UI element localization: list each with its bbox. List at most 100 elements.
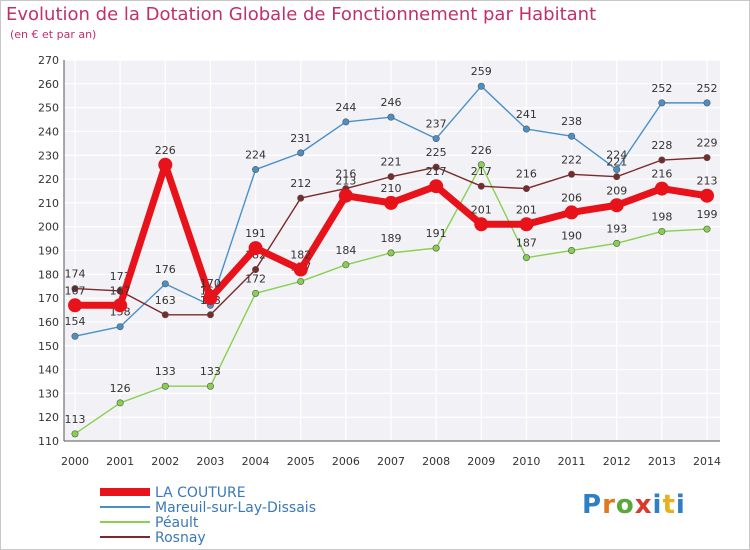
- data-label-p-ault: 193: [606, 222, 627, 235]
- y-tick-label: 140: [38, 364, 59, 377]
- data-point-rosnay: [297, 194, 305, 202]
- data-label-rosnay: 228: [651, 139, 672, 152]
- y-tick-label: 120: [38, 411, 59, 424]
- data-point-p-ault: [568, 247, 576, 255]
- legend-label: Péault: [155, 515, 199, 531]
- data-point-p-ault: [387, 249, 395, 257]
- y-tick-label: 110: [38, 435, 59, 448]
- data-point-p-ault: [522, 254, 530, 262]
- legend-label: Rosnay: [155, 530, 206, 546]
- data-label-mareuil-sur-lay-dissais: 224: [606, 149, 627, 162]
- data-label-la-couture: 191: [245, 227, 266, 240]
- data-label-rosnay: 216: [516, 168, 537, 181]
- data-label-rosnay: 163: [155, 294, 176, 307]
- x-tick-label: 2014: [693, 455, 721, 468]
- data-label-p-ault: 191: [426, 227, 447, 240]
- data-point-mareuil-sur-lay-dissais: [477, 82, 485, 90]
- data-label-la-couture: 167: [65, 284, 86, 297]
- data-label-p-ault: 184: [335, 244, 356, 257]
- data-label-mareuil-sur-lay-dissais: 237: [426, 118, 447, 131]
- y-tick-label: 180: [38, 268, 59, 281]
- data-point-p-ault: [297, 277, 305, 285]
- data-label-la-couture: 213: [697, 175, 718, 188]
- y-tick-label: 130: [38, 387, 59, 400]
- data-point-rosnay: [613, 173, 621, 181]
- x-tick-label: 2006: [332, 455, 360, 468]
- x-tick-label: 2012: [603, 455, 631, 468]
- x-tick-label: 2009: [467, 455, 495, 468]
- data-point-mareuil-sur-lay-dissais: [116, 323, 124, 331]
- data-label-p-ault: 187: [516, 237, 537, 250]
- data-label-p-ault: 133: [200, 365, 221, 378]
- data-label-la-couture: 210: [381, 182, 402, 195]
- x-tick-label: 2008: [422, 455, 450, 468]
- data-point-mareuil-sur-lay-dissais: [297, 149, 305, 157]
- y-tick-label: 190: [38, 245, 59, 258]
- legend-label: Mareuil-sur-Lay-Dissais: [155, 500, 316, 516]
- x-tick-label: 2005: [287, 455, 315, 468]
- data-point-rosnay: [432, 163, 440, 171]
- y-tick-label: 250: [38, 102, 59, 115]
- x-tick-label: 2000: [61, 455, 89, 468]
- data-point-mareuil-sur-lay-dissais: [387, 113, 395, 121]
- data-label-p-ault: 133: [155, 365, 176, 378]
- data-point-mareuil-sur-lay-dissais: [161, 280, 169, 288]
- data-point-mareuil-sur-lay-dissais: [568, 132, 576, 140]
- data-point-mareuil-sur-lay-dissais: [658, 99, 666, 107]
- data-label-la-couture: 226: [155, 144, 176, 157]
- y-tick-label: 170: [38, 292, 59, 305]
- y-tick-label: 260: [38, 78, 59, 91]
- data-point-p-ault: [658, 227, 666, 235]
- data-label-p-ault: 190: [561, 230, 582, 243]
- data-point-la-couture: [203, 291, 218, 306]
- proxiti-logo: Proxiti: [582, 490, 686, 520]
- data-point-rosnay: [206, 311, 214, 319]
- data-label-rosnay: 217: [471, 165, 492, 178]
- data-label-p-ault: 113: [65, 413, 86, 426]
- data-label-la-couture: 209: [606, 184, 627, 197]
- data-label-mareuil-sur-lay-dissais: 241: [516, 108, 537, 121]
- data-point-la-couture: [474, 217, 489, 232]
- data-label-rosnay: 221: [381, 156, 402, 169]
- data-label-mareuil-sur-lay-dissais: 246: [381, 96, 402, 109]
- data-point-mareuil-sur-lay-dissais: [342, 118, 350, 126]
- data-label-rosnay: 222: [561, 153, 582, 166]
- data-point-p-ault: [477, 161, 485, 169]
- data-label-mareuil-sur-lay-dissais: 238: [561, 115, 582, 128]
- data-point-la-couture: [700, 188, 714, 203]
- y-tick-label: 210: [38, 197, 59, 210]
- data-point-rosnay: [658, 156, 666, 164]
- y-tick-label: 200: [38, 221, 59, 234]
- data-label-mareuil-sur-lay-dissais: 154: [65, 315, 86, 328]
- data-label-la-couture: 170: [200, 277, 221, 290]
- data-point-mareuil-sur-lay-dissais: [71, 332, 79, 340]
- data-point-la-couture: [384, 195, 398, 210]
- chart-title: Evolution de la Dotation Globale de Fonc…: [6, 4, 597, 25]
- data-label-rosnay: 221: [606, 156, 627, 169]
- data-point-rosnay: [522, 185, 530, 193]
- data-label-mareuil-sur-lay-dissais: 252: [697, 82, 718, 95]
- data-point-p-ault: [116, 399, 124, 407]
- x-tick-label: 2011: [558, 455, 586, 468]
- data-label-p-ault: 198: [651, 210, 672, 223]
- data-point-la-couture: [158, 157, 173, 172]
- data-point-rosnay: [387, 173, 395, 181]
- data-point-p-ault: [206, 382, 214, 390]
- x-tick-label: 2002: [151, 455, 179, 468]
- data-point-la-couture: [338, 188, 353, 203]
- data-label-mareuil-sur-lay-dissais: 252: [651, 82, 672, 95]
- data-point-mareuil-sur-lay-dissais: [613, 166, 621, 174]
- data-label-la-couture: 217: [426, 165, 447, 178]
- data-point-la-couture: [68, 298, 82, 313]
- data-point-rosnay: [161, 311, 169, 319]
- data-point-la-couture: [609, 198, 624, 213]
- data-label-la-couture: 213: [335, 175, 356, 188]
- data-label-mareuil-sur-lay-dissais: 176: [155, 263, 176, 276]
- data-point-rosnay: [71, 285, 79, 293]
- data-label-p-ault: 172: [245, 272, 266, 285]
- x-tick-label: 2001: [106, 455, 134, 468]
- x-tick-label: 2010: [512, 455, 540, 468]
- x-tick-label: 2007: [377, 455, 405, 468]
- data-point-p-ault: [161, 382, 169, 390]
- data-point-rosnay: [568, 170, 576, 178]
